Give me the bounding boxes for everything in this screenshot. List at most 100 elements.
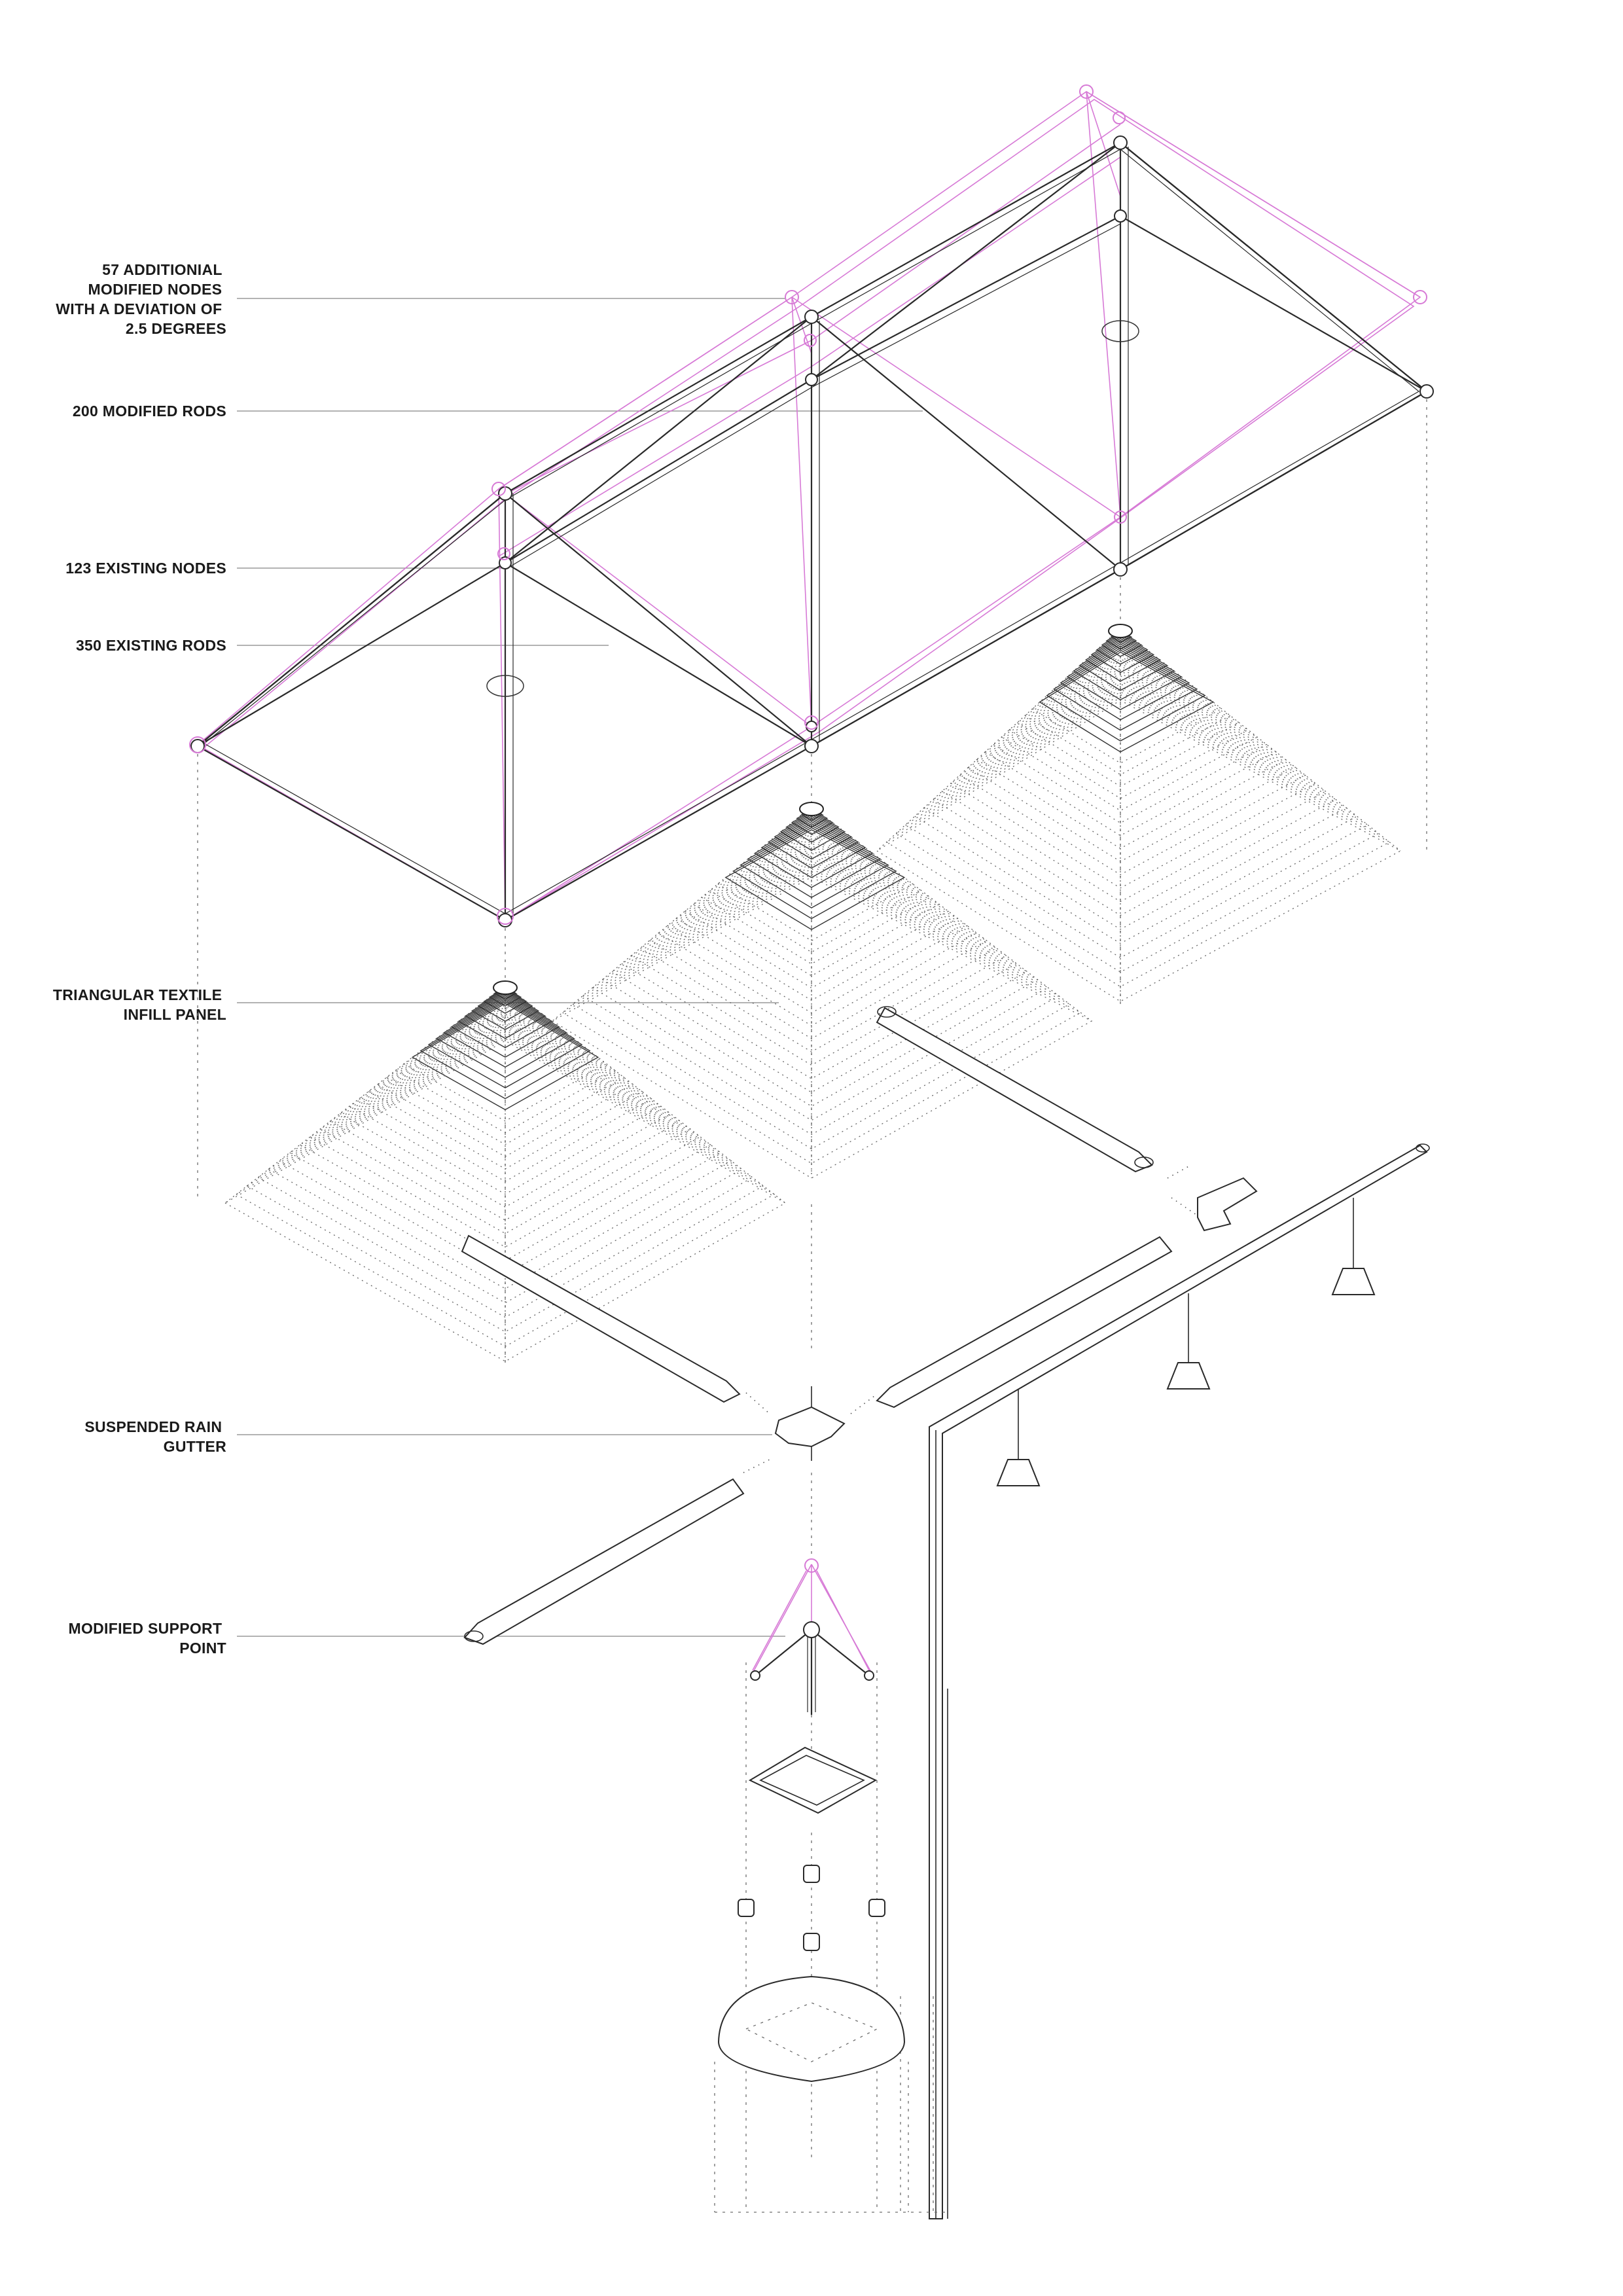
textile-ring — [376, 1009, 634, 1157]
textile-ring — [411, 1003, 599, 1111]
textile-ring — [257, 1033, 754, 1318]
textile-ring — [464, 992, 546, 1039]
textile-ring — [774, 816, 853, 860]
label-rain-gutter: SUSPENDED RAIN GUTTER — [84, 1418, 772, 1455]
textile-seam — [552, 806, 812, 1022]
support-point — [717, 1558, 906, 2083]
label-line: 2.5 DEGREES — [126, 320, 226, 337]
label-line: MODIFIED SUPPORT — [68, 1620, 222, 1637]
textile-ring — [923, 685, 1347, 930]
textile-top-ring — [493, 980, 518, 995]
textile-panel-left — [224, 980, 787, 1362]
textile-ring — [1096, 634, 1149, 665]
modified-nodes — [189, 84, 1427, 925]
textile-ring — [932, 683, 1337, 916]
textile-ring — [620, 857, 1018, 1079]
textile-ring — [402, 1004, 608, 1122]
textile-ring — [791, 811, 834, 835]
label-support-point: MODIFIED SUPPORT POINT — [68, 1620, 785, 1657]
textile-ring — [904, 691, 1369, 958]
textile-ring — [717, 831, 914, 942]
textile-ring — [299, 1025, 711, 1261]
textile-ring — [477, 990, 533, 1022]
textile-panel-right — [876, 624, 1402, 1002]
textile-ring — [1046, 649, 1206, 742]
textile-ring — [639, 852, 997, 1052]
textile-ring — [1073, 641, 1175, 701]
label-line: SUSPENDED RAIN — [84, 1418, 222, 1435]
textile-ring — [959, 675, 1306, 876]
textile-ring — [1031, 654, 1223, 764]
label-existing-nodes: 123 EXISTING NODES — [65, 560, 505, 577]
rain-gutters — [461, 1006, 1258, 1645]
svg-text:123 EXISTING NODES: 123 EXISTING NODES — [65, 560, 226, 577]
label-line: 350 EXISTING RODS — [76, 637, 226, 654]
textile-ring — [289, 1027, 722, 1276]
textile-seam — [811, 806, 1092, 1022]
textile-ring — [551, 876, 1093, 1179]
textile-ring — [385, 1008, 625, 1145]
textile-ring — [967, 672, 1296, 862]
textile-ring — [754, 821, 874, 888]
label-line: 57 ADDITIONIAL — [102, 261, 222, 278]
textile-ring — [709, 833, 923, 953]
textile-ring — [358, 1013, 652, 1182]
textile-ring — [443, 996, 567, 1068]
label-textile-panel: TRIANGULAR TEXTILE INFILL PANEL — [53, 986, 779, 1023]
textile-ring — [278, 1029, 732, 1289]
svg-text:200 MODIFIED RODS: 200 MODIFIED RODS — [73, 403, 226, 420]
label-modified-rods: 200 MODIFIED RODS — [73, 403, 923, 420]
textile-ring — [984, 668, 1277, 836]
textile-ring — [235, 1037, 776, 1348]
textile-ring — [394, 1006, 616, 1134]
svg-text:SUSPENDED RAIN GUTTER: SUSPENDED RAIN GUTTER — [84, 1418, 226, 1455]
label-existing-rods: 350 EXISTING RODS — [76, 637, 609, 654]
textile-ring — [700, 836, 931, 965]
label-line: 200 MODIFIED RODS — [73, 403, 226, 420]
textile-ring — [1024, 656, 1232, 776]
textile-ring — [367, 1011, 643, 1170]
textile-ring — [692, 838, 940, 977]
textile-ring — [885, 696, 1391, 988]
suspension-frame — [929, 1143, 1430, 2219]
textile-ring — [666, 845, 969, 1014]
textile-seam — [1120, 628, 1401, 852]
label-line: INFILL PANEL — [124, 1006, 226, 1023]
textile-ring — [747, 823, 882, 899]
textile-ring — [724, 829, 906, 930]
textile-ring — [950, 677, 1317, 889]
textile-ring — [992, 665, 1268, 824]
textile-ring — [684, 840, 950, 989]
textile-ring — [914, 689, 1358, 944]
textile-ring — [435, 998, 575, 1078]
label-line: GUTTER — [164, 1438, 226, 1455]
textile-seam — [224, 984, 506, 1204]
textile-ring — [630, 855, 1008, 1066]
textile-ring — [339, 1017, 671, 1208]
textile-ring — [1101, 633, 1143, 657]
textile-panels — [224, 624, 1402, 1362]
textile-panel-middle — [551, 802, 1093, 1179]
textile-seam — [505, 984, 786, 1204]
textile-ring — [457, 994, 553, 1049]
textile-seam — [876, 628, 1121, 852]
label-line: TRIANGULAR TEXTILE — [53, 986, 222, 1003]
textile-ring — [1053, 647, 1198, 731]
svg-text:TRIANGULAR TEXTILE INFIL: TRIANGULAR TEXTILE INFILL PANEL — [53, 986, 226, 1023]
textile-ring — [876, 700, 1402, 1002]
textile-ring — [767, 817, 859, 869]
textile-ring — [582, 868, 1060, 1136]
textile-ring — [895, 694, 1380, 973]
textile-ring — [419, 1001, 591, 1100]
svg-text:57 ADDITIONIAL MODIFIED: 57 ADDITIONIAL MODIFIED NODES WITH A DEV… — [56, 261, 226, 337]
modified-frame — [196, 91, 1421, 921]
label-line: MODIFIED NODES — [88, 281, 222, 298]
textile-ring — [1008, 660, 1249, 799]
label-line: POINT — [179, 1640, 226, 1657]
svg-text:MODIFIED SUPPORT POINT: MODIFIED SUPPORT POINT — [68, 1620, 226, 1657]
textile-ring — [732, 827, 897, 920]
textile-top-ring — [799, 802, 824, 816]
textile-ring — [1039, 651, 1215, 753]
label-modified-nodes: 57 ADDITIONIAL MODIFIED NODES WITH A DEV… — [56, 261, 785, 337]
